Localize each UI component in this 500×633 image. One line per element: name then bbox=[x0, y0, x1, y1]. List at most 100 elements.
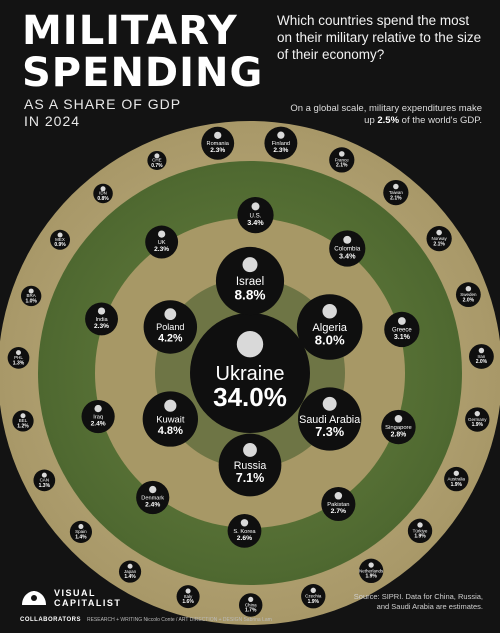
bubble-value-israel: 8.8% bbox=[234, 287, 265, 302]
bubble-circle-finland bbox=[264, 126, 298, 160]
flag-icon-can bbox=[41, 472, 47, 478]
flag-icon-bel bbox=[20, 413, 26, 419]
center-ring bbox=[155, 278, 345, 468]
bubble-circle-iran bbox=[469, 344, 494, 369]
flag-icon-u-s bbox=[251, 202, 260, 211]
bubble-value-australia: 1.9% bbox=[451, 482, 463, 488]
bubble-circle-france bbox=[329, 147, 355, 173]
bubble-name-bra: BRA bbox=[27, 293, 36, 298]
bubble-circle-phl bbox=[7, 347, 30, 369]
flag-icon-netherlands bbox=[368, 562, 374, 568]
bubble-value-che: 0.7% bbox=[151, 163, 163, 169]
flag-icon-colombia bbox=[343, 235, 352, 244]
bubble-name-ukraine: Ukraine bbox=[216, 363, 285, 385]
bubble-circle-italy bbox=[176, 585, 200, 609]
bubble-circle-spain bbox=[69, 520, 93, 543]
flag-icon-bra bbox=[28, 288, 34, 294]
flag-icon-finland bbox=[277, 131, 285, 139]
bubble-circle-u-s bbox=[237, 196, 274, 234]
flag-icon-t-rkiye bbox=[417, 522, 423, 528]
bubble-value-netherlands: 1.9% bbox=[365, 574, 377, 580]
bubble-value-norway: 2.1% bbox=[433, 241, 445, 247]
flag-icon-pakistan bbox=[334, 492, 343, 500]
bubble-circle-sweden bbox=[455, 282, 481, 308]
bubble-circle-denmark bbox=[136, 480, 170, 515]
bubble-value-romania: 2.3% bbox=[210, 147, 225, 154]
visual-capitalist-logo-icon bbox=[22, 591, 46, 605]
bubble-name-saudi-arabia: Saudi Arabia bbox=[299, 414, 360, 426]
bubble-value-u-s: 3.4% bbox=[247, 218, 264, 227]
bubble-value-france: 2.1% bbox=[336, 163, 348, 169]
bubble-value-iran: 2.0% bbox=[476, 359, 488, 365]
flag-icon-che bbox=[154, 153, 160, 159]
flag-icon-sweden bbox=[465, 285, 472, 292]
bubble-name-germany: Germany bbox=[468, 417, 487, 422]
global-note-value: 2.5% bbox=[377, 115, 400, 126]
flag-icon-india bbox=[97, 307, 106, 315]
bubble-circle-india bbox=[85, 302, 118, 336]
bubble-value-bel: 1.2% bbox=[17, 423, 29, 429]
flag-icon-uk bbox=[158, 230, 166, 238]
bubble-name-uk: UK bbox=[158, 240, 166, 246]
brand-line-2: CAPITALIST bbox=[54, 598, 122, 608]
bubble-name-norway: Norway bbox=[431, 236, 447, 241]
bubble-name-israel: Israel bbox=[236, 276, 264, 288]
bubble-name-che: CHE bbox=[152, 158, 162, 163]
bubble-circle-algeria bbox=[296, 294, 363, 360]
collaborators-text: RESEARCH + WRITING Niccolo Conte / ART D… bbox=[86, 617, 272, 623]
page-subtitle: AS A SHARE OF GDP IN 2024 bbox=[24, 96, 224, 130]
bubble-circle-russia bbox=[218, 433, 282, 497]
bubble-value-uk: 2.3% bbox=[154, 246, 169, 253]
bubble-name-italy: Italy bbox=[184, 594, 193, 599]
flag-icon-poland bbox=[164, 308, 177, 321]
flag-icon-singapore bbox=[394, 414, 403, 423]
bubble-name-kuwait: Kuwait bbox=[156, 413, 185, 424]
page-title: MILITARY SPENDING bbox=[22, 10, 262, 94]
flag-icon-ukraine bbox=[236, 331, 264, 358]
bubble-name-phl: PHL bbox=[14, 355, 23, 360]
bubble-value-phl: 1.3% bbox=[13, 360, 25, 366]
bubble-name-poland: Poland bbox=[156, 322, 184, 332]
bubble-name-taiwan: Taiwan bbox=[389, 190, 404, 195]
flag-icon-romania bbox=[214, 131, 222, 139]
bubble-circle-ukraine bbox=[190, 313, 310, 433]
collaborators: COLLABORATORS RESEARCH + WRITING Niccolo … bbox=[20, 617, 340, 624]
bubble-value-spain: 1.4% bbox=[75, 534, 87, 540]
global-note: On a global scale, military expenditures… bbox=[290, 103, 482, 127]
flag-icon-s-korea bbox=[240, 519, 249, 527]
bubble-value-japan: 1.4% bbox=[124, 574, 136, 580]
flag-icon-norway bbox=[436, 229, 442, 236]
bubble-name-s-korea: S. Korea bbox=[233, 529, 256, 535]
bubble-name-mex: MEX bbox=[55, 237, 65, 242]
source-line-1: Source: SIPRI. Data for China, Russia, bbox=[353, 592, 483, 601]
bubble-value-t-rkiye: 1.9% bbox=[414, 534, 426, 540]
bubble-value-denmark: 2.4% bbox=[145, 501, 160, 508]
bubble-name-australia: Australia bbox=[448, 477, 466, 482]
flag-icon-israel bbox=[242, 257, 258, 273]
bubble-circle-china bbox=[238, 593, 263, 617]
bubble-circle-mex bbox=[50, 229, 71, 250]
bubble-circle-idn bbox=[93, 183, 113, 204]
bubble-name-iran: Iran bbox=[478, 354, 486, 359]
bubble-value-can: 1.3% bbox=[39, 483, 51, 489]
bubble-circle-singapore bbox=[381, 409, 416, 445]
bubble-name-colombia: Colombia bbox=[334, 246, 361, 253]
